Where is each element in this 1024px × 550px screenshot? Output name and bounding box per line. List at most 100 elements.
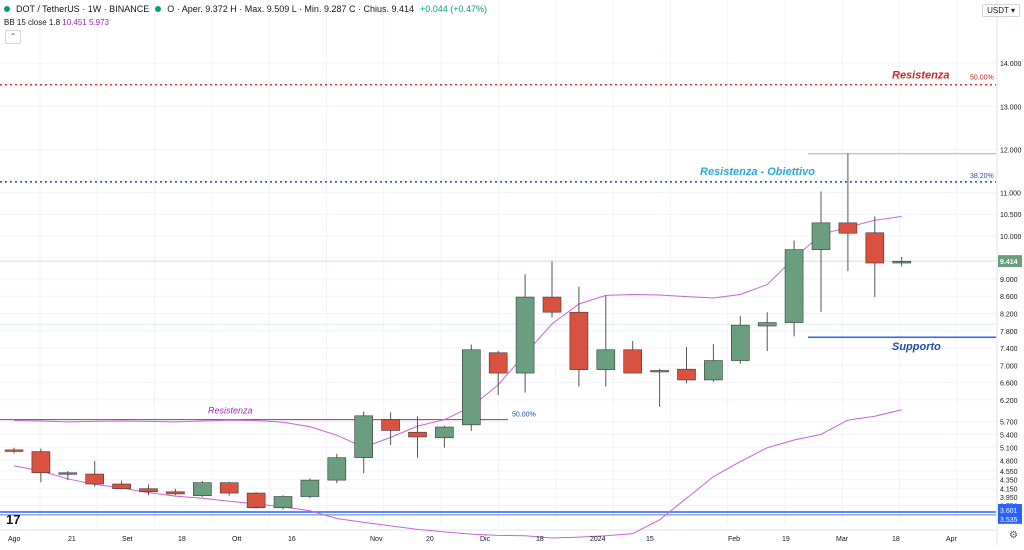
time-axis-label: 20 xyxy=(426,536,434,543)
resistance-top-label: Resistenza xyxy=(892,70,949,82)
candle-body xyxy=(112,483,131,490)
candle-body xyxy=(85,473,104,485)
price-axis-label: 4.550 xyxy=(1000,469,1018,476)
candle-body xyxy=(246,492,266,509)
support-price-value: 3.535 xyxy=(1000,517,1018,524)
candle-body xyxy=(730,324,750,361)
price-axis-label: 5.100 xyxy=(1000,445,1018,452)
market-status-dot xyxy=(155,6,162,12)
candle xyxy=(650,368,669,407)
resistance-mid-label: Resistenza xyxy=(208,406,253,416)
time-axis-label: 18 xyxy=(892,536,900,543)
time-axis-label: 16 xyxy=(288,536,296,543)
time-axis-label: Ago xyxy=(8,536,21,543)
time-axis-label: Nov xyxy=(370,536,383,543)
candle xyxy=(623,341,643,374)
candle-body xyxy=(58,472,78,475)
collapse-legend-button[interactable]: ⌃ xyxy=(5,30,21,44)
candle xyxy=(31,448,51,483)
price-axis-label: 5.700 xyxy=(1000,419,1018,426)
time-axis-label: 2024 xyxy=(590,536,606,543)
candle xyxy=(327,453,347,484)
time-axis-label: Ott xyxy=(232,536,241,543)
fib-50-mid-label: 50.00% xyxy=(512,412,536,419)
candle xyxy=(811,191,831,312)
candle xyxy=(166,488,185,496)
tradingview-logo: 17 xyxy=(6,512,21,527)
candle xyxy=(354,411,374,474)
candle xyxy=(300,478,320,499)
indicator-values: 10.451 5.973 xyxy=(62,18,109,27)
candle xyxy=(408,416,427,458)
support-price-value: 3.601 xyxy=(1000,508,1018,515)
support-label: Supporto xyxy=(892,341,941,353)
candle-body xyxy=(408,431,427,438)
bollinger-lower-band xyxy=(13,409,902,539)
candle-body xyxy=(300,479,320,497)
candle xyxy=(488,351,508,396)
candle xyxy=(892,256,912,267)
time-axis-label: 18 xyxy=(536,536,544,543)
indicator-label: BB 15 close 1.8 xyxy=(4,18,61,27)
price-axis-label: 13.000 xyxy=(1000,104,1022,111)
candle-body xyxy=(838,222,858,234)
candle-body xyxy=(381,419,400,431)
candle-body xyxy=(219,482,239,494)
candle-body xyxy=(569,311,589,370)
candle xyxy=(139,484,158,496)
support-price-tag xyxy=(998,512,1022,524)
price-axis-label: 12.000 xyxy=(1000,147,1022,154)
candle-body xyxy=(273,496,293,509)
candle-body xyxy=(677,368,696,381)
candle xyxy=(730,316,750,365)
candle-body xyxy=(757,322,777,327)
candle-body xyxy=(435,426,454,439)
candle-body xyxy=(892,260,912,264)
time-axis-label: Mar xyxy=(836,536,849,543)
candle-body xyxy=(542,296,562,313)
indicator-legend[interactable]: BB 15 close 1.8 10.451 5.973 xyxy=(4,18,109,27)
fib-50-top-label: 50.00% xyxy=(970,75,994,82)
time-axis-label: 18 xyxy=(178,536,186,543)
price-axis-label: 4.800 xyxy=(1000,458,1018,465)
candle xyxy=(461,344,481,431)
candle-body xyxy=(704,360,723,381)
target-resistance-label: Resistenza - Obiettivo xyxy=(700,166,815,178)
time-axis-label: Set xyxy=(122,536,133,543)
candle-body xyxy=(166,491,185,495)
symbol-status-dot xyxy=(4,6,10,12)
candle-body xyxy=(811,222,831,250)
settings-gear-icon[interactable]: ⚙ xyxy=(1009,530,1018,541)
price-axis-label: 6.200 xyxy=(1000,398,1018,405)
candle xyxy=(435,425,454,448)
candle xyxy=(515,274,535,393)
candle xyxy=(246,492,266,509)
candle xyxy=(85,461,104,487)
bollinger-upper-band xyxy=(13,215,902,448)
candle-body xyxy=(31,451,51,474)
price-axis-label: 7.000 xyxy=(1000,363,1018,370)
candle xyxy=(865,216,885,298)
candle-body xyxy=(865,232,885,264)
candle xyxy=(381,412,400,446)
currency-selector[interactable]: USDT ▾ xyxy=(982,4,1020,17)
last-price-value: 9.414 xyxy=(1000,259,1018,266)
candle xyxy=(4,447,24,454)
candle-body xyxy=(461,349,481,426)
price-axis-label: 10.000 xyxy=(1000,234,1022,241)
price-axis-label: 14.000 xyxy=(1000,61,1022,68)
candle xyxy=(193,480,212,497)
candle xyxy=(569,286,589,387)
candle-body xyxy=(515,296,535,374)
time-axis-label: Apr xyxy=(946,536,958,543)
time-axis-label: 21 xyxy=(68,536,76,543)
candle-body xyxy=(596,349,616,370)
symbol-title[interactable]: DOT / TetherUS · 1W · BINANCE xyxy=(16,4,150,14)
candle-body xyxy=(193,482,212,496)
price-change: +0.044 (+0.47%) xyxy=(420,4,488,14)
candle-body xyxy=(623,349,643,374)
candle-body xyxy=(4,449,24,452)
candle xyxy=(596,295,616,387)
